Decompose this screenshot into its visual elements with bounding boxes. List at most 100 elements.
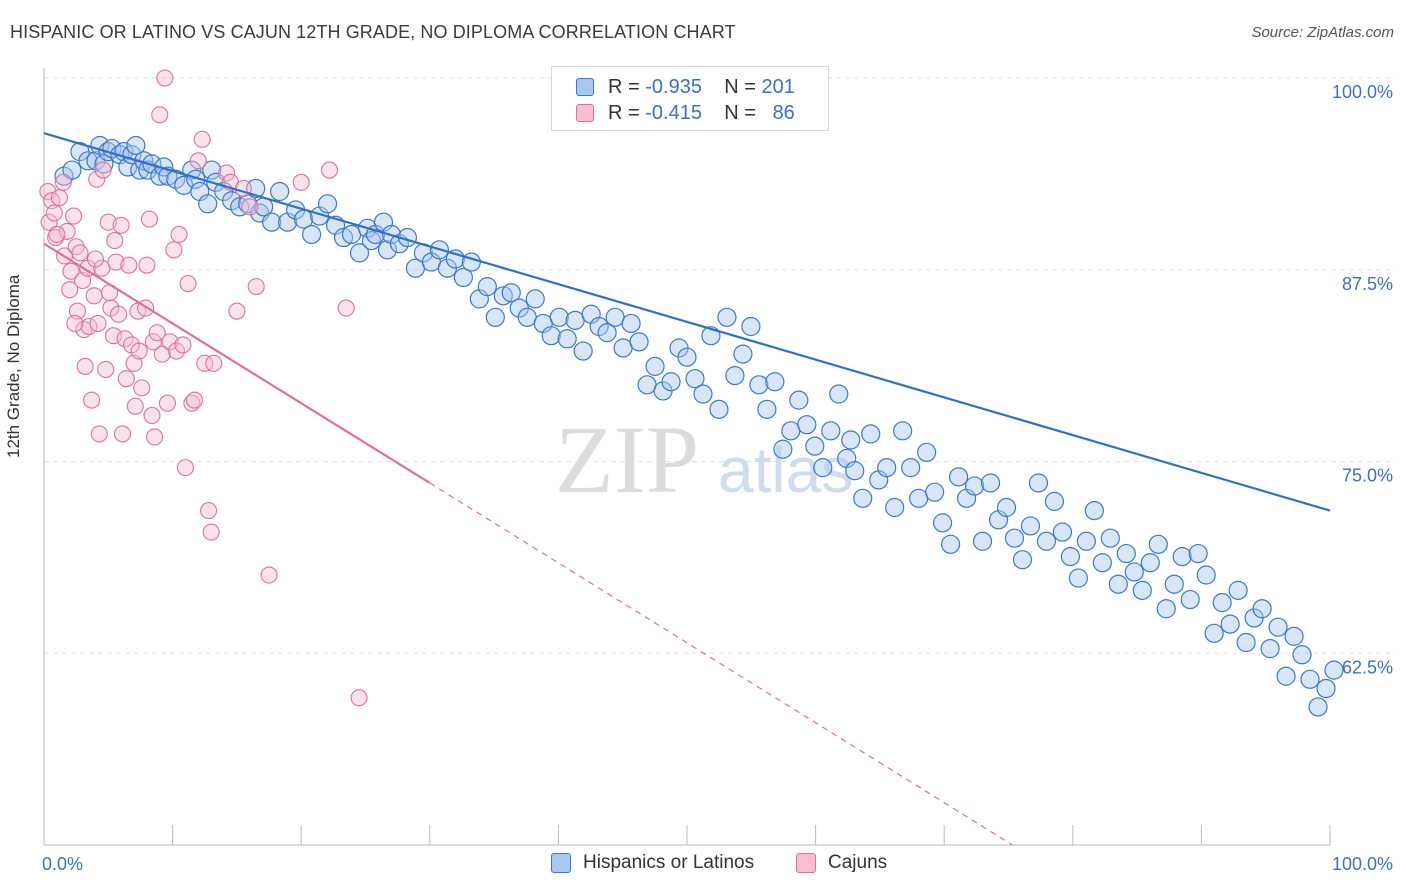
x-tick-label: 0.0% [42,854,83,874]
data-point-hispanics [685,369,705,389]
trend-line-cajuns-extrapolated [429,482,1013,846]
data-point-hispanics [1284,626,1304,646]
data-point-cajuns [76,357,94,375]
data-point-cajuns [138,256,156,274]
legend-r-value: -0.935 [645,75,702,98]
data-point-hispanics [198,194,218,214]
data-point-hispanics [78,151,98,171]
data-point-hispanics [94,154,114,174]
data-point-hispanics [940,534,961,554]
data-point-hispanics [645,356,665,376]
data-point-hispanics [1028,473,1049,493]
correlation-legend: R = -0.935 N = 201 R = -0.415 N = 86 [551,66,829,131]
data-point-hispanics [629,332,649,352]
data-point-cajuns [241,198,259,216]
data-point-cajuns [151,106,169,124]
data-point-hispanics [709,399,729,419]
legend-swatch-pink [576,104,594,122]
data-point-hispanics [613,338,633,358]
y-axis-label: 12th Grade, No Diploma [4,274,23,458]
data-point-cajuns [116,330,134,348]
data-point-cajuns [320,161,339,179]
data-point-cajuns [40,213,58,231]
data-point-hispanics [845,461,865,481]
data-point-cajuns [107,253,125,271]
legend-n-label: N = [724,75,756,98]
data-point-hispanics [1132,580,1152,600]
trend-line-cajuns [43,242,431,484]
data-point-cajuns [179,275,197,293]
data-point-hispanics [270,181,290,202]
data-point-hispanics [677,347,697,367]
data-point-hispanics [517,307,537,327]
legend-n-value: 86 [772,101,795,124]
legend-swatch-pink [796,853,816,873]
data-point-cajuns [120,256,138,274]
data-point-cajuns [54,173,72,191]
data-point-cajuns [174,336,192,354]
data-point-cajuns [80,317,98,336]
legend-swatch-blue [576,78,594,96]
data-point-hispanics [1044,491,1065,511]
data-point-hispanics [749,375,769,395]
data-point-hispanics [853,488,873,508]
data-point-hispanics [1076,531,1096,551]
data-point-hispanics [186,169,206,189]
grid-lines [44,77,1395,654]
data-point-hispanics [917,442,937,462]
data-point-hispanics [996,497,1017,518]
data-point-hispanics [1108,574,1128,594]
data-point-hispanics [1004,528,1025,548]
data-point-cajuns [196,354,214,372]
data-point-hispanics [741,316,761,337]
data-point-cajuns [71,244,89,262]
data-point-hispanics [1228,580,1248,600]
data-point-cajuns [133,379,151,397]
data-point-hispanics [725,365,745,386]
data-point-hispanics [621,313,641,334]
data-point-hispanics [1180,589,1200,610]
data-point-hispanics [1052,522,1073,542]
data-point-hispanics [1020,516,1041,536]
data-point-hispanics [885,497,905,518]
data-point-hispanics [637,375,657,395]
data-point-cajuns [148,324,166,342]
series-cajuns-points [39,69,368,707]
data-point-hispanics [62,160,82,180]
data-point-cajuns [337,299,355,317]
legend-r-value: -0.415 [645,101,702,124]
legend-r-label: R = [608,75,640,98]
data-point-hispanics [1012,550,1033,570]
data-point-hispanics [549,307,569,327]
data-point-cajuns [90,425,108,443]
data-point-hispanics [925,482,945,502]
data-point-cajuns [50,189,68,207]
data-point-hispanics [841,430,861,450]
legend-label-cajuns: Cajuns [828,852,888,873]
data-point-hispanics [1140,553,1160,573]
data-point-cajuns [112,216,130,234]
data-point-hispanics [781,421,801,441]
data-point-cajuns [58,222,76,240]
legend-item-cajuns: Cajuns [796,852,887,874]
data-point-cajuns [89,314,107,332]
data-point-cajuns [85,287,103,305]
data-point-hispanics [964,476,985,496]
chart-title: HISPANIC OR LATINO VS CAJUN 12TH GRADE, … [10,22,736,42]
data-point-hispanics [773,439,793,459]
data-point-hispanics [877,458,897,478]
data-point-cajuns [158,394,177,412]
data-point-hispanics [1236,632,1256,653]
data-point-cajuns [185,391,204,409]
data-point-cajuns [65,207,83,225]
watermark-atlas: atlas [718,434,853,506]
data-point-hispanics [349,243,370,263]
data-point-cajuns [86,250,104,268]
data-point-cajuns [176,459,195,477]
data-point-hispanics [565,310,585,330]
data-point-cajuns [113,425,131,443]
data-point-hispanics [948,467,969,487]
data-point-hispanics [597,323,617,343]
data-point-hispanics [972,531,993,551]
